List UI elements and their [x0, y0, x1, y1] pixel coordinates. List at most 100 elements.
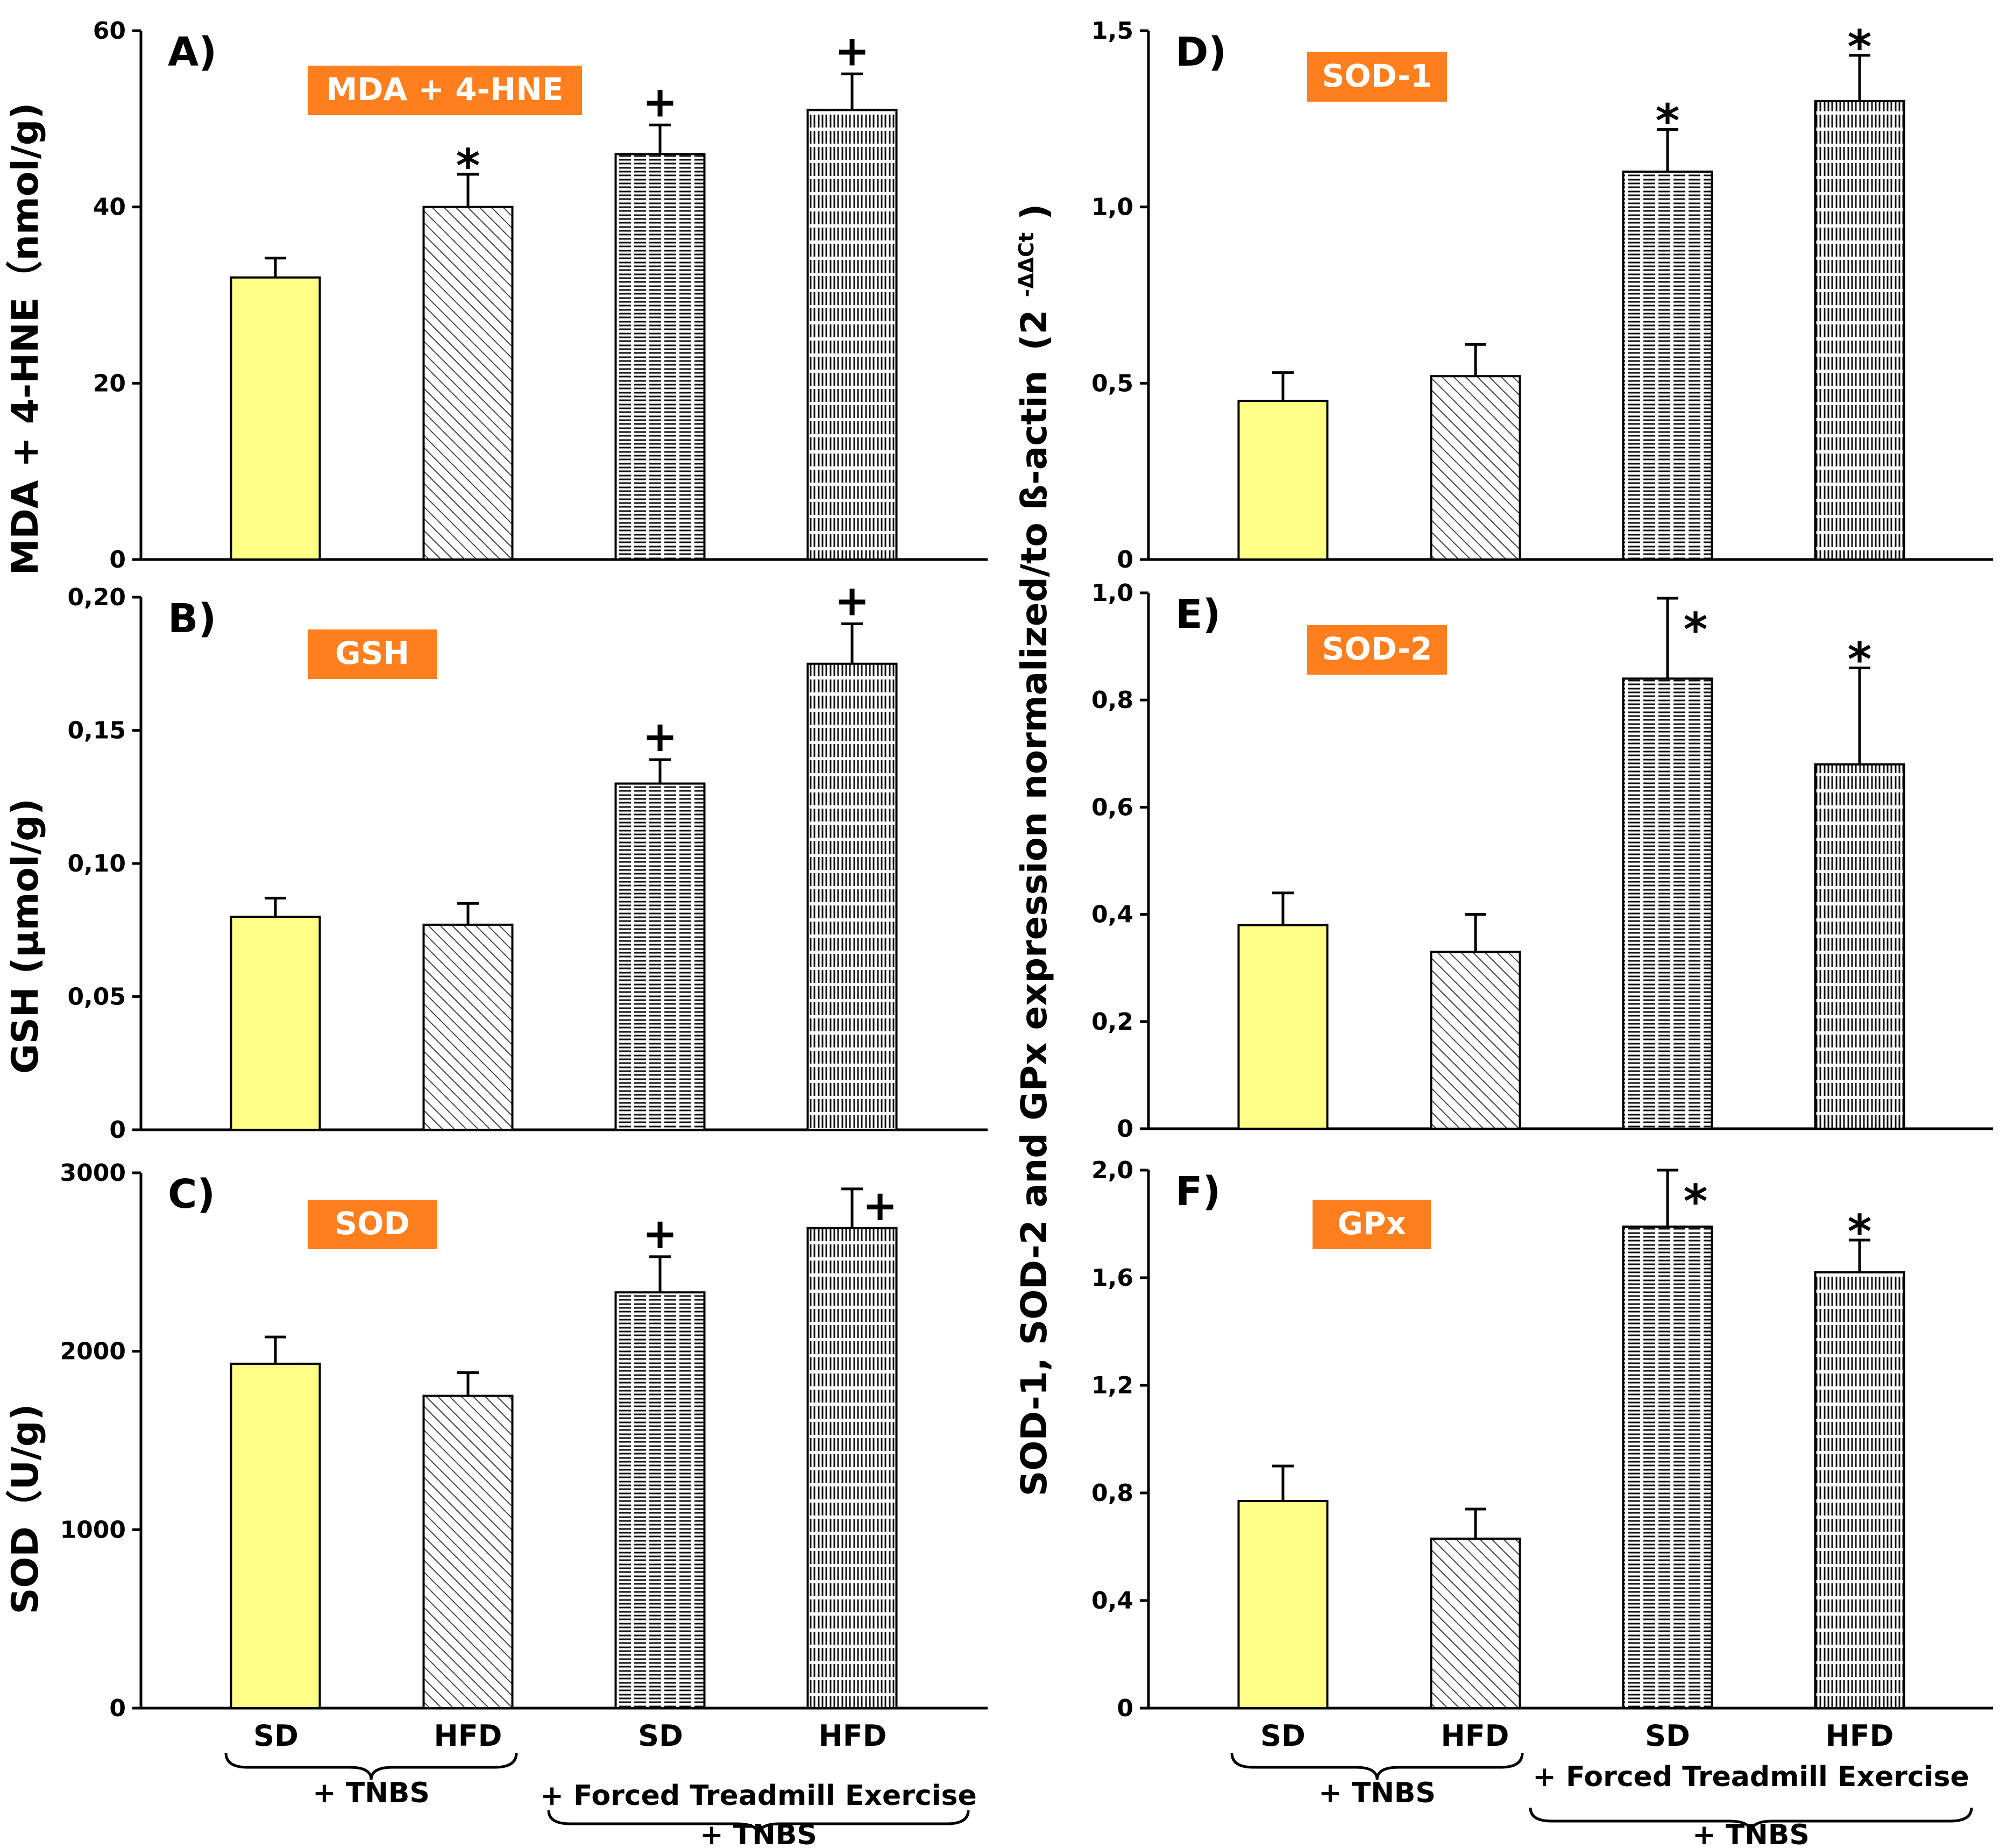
- ylabel-right-open: (2: [1013, 310, 1055, 351]
- y-tick-label: 0,4: [1091, 1587, 1133, 1615]
- panel-label: SOD-2: [1322, 631, 1432, 667]
- plus-mark: +: [642, 1210, 677, 1258]
- panel-label-box: [308, 629, 437, 679]
- panel-label-box: [308, 66, 582, 115]
- x-groups-left: SD HFD SD HFD + TNBS + Forced Treadmill …: [224, 1719, 977, 1848]
- x-groups-right: SD HFD SD HFD + TNBS + Forced Treadmill …: [1230, 1719, 1973, 1848]
- y-tick-label: 0,6: [1091, 794, 1133, 821]
- chart-panels: 0 20 40 60 A) MDA + 4-HNE * + +0 0,05 0,10 0,15 0,20…: [60, 17, 1993, 1722]
- bar-1: [230, 916, 321, 1131]
- y-tick-label: 0: [109, 1695, 126, 1722]
- y-tick-label: 1,2: [1091, 1372, 1133, 1399]
- bar-4: [806, 662, 898, 1131]
- panel-label-box: [1307, 52, 1447, 102]
- x-cat-right-2: HFD: [1441, 1719, 1509, 1753]
- panel-label-box: [1313, 1200, 1431, 1249]
- plus-mark: +: [642, 78, 677, 126]
- group-right-exercise: + Forced Treadmill Exercise: [1533, 1761, 1969, 1793]
- y-tick-label: 20: [93, 370, 126, 397]
- plus-mark: +: [862, 1182, 897, 1230]
- bar-1: [1237, 400, 1329, 561]
- x-cat-right-3: SD: [1645, 1719, 1690, 1753]
- panel-label: GSH: [335, 635, 409, 671]
- y-tick-label: 1000: [60, 1516, 126, 1543]
- bar-3: [614, 153, 706, 561]
- ylabel-right-text: SOD-1, SOD-2 and GPx expression normaliz…: [1013, 371, 1055, 1497]
- bar-4: [806, 109, 898, 561]
- left-ylabels: MDA + 4-HNE（nmol/g) GSH (μmol/g) SOD（U/g…: [4, 103, 47, 1615]
- group-right-tnbs: + TNBS: [1318, 1777, 1436, 1809]
- panel-letter: B): [168, 596, 216, 642]
- panel-letter: A): [168, 29, 217, 75]
- bar-1: [230, 1362, 321, 1709]
- panel-label: MDA + 4-HNE: [327, 71, 564, 108]
- panel-label: SOD: [335, 1205, 409, 1242]
- bar-2: [1430, 375, 1521, 561]
- y-tick-label: 1,0: [1091, 194, 1133, 221]
- asterisk-mark: *: [1848, 633, 1872, 686]
- brace-left-exercise: [547, 1810, 970, 1836]
- group-right-exercise-tnbs: + TNBS: [1692, 1819, 1810, 1848]
- panel-label: GPx: [1337, 1205, 1406, 1242]
- bar-4: [806, 1227, 898, 1709]
- y-tick-label: 0,8: [1091, 686, 1133, 714]
- x-cat-right-1: SD: [1260, 1719, 1306, 1753]
- bar-3: [1622, 677, 1713, 1130]
- panel-label-box: [308, 1200, 437, 1249]
- bar-4: [1814, 763, 1905, 1130]
- ylabel-right: SOD-1, SOD-2 and GPx expression normaliz…: [1001, 204, 1055, 1497]
- asterisk-mark: *: [1684, 603, 1708, 657]
- y-tick-label: 60: [93, 17, 126, 45]
- y-tick-label: 2,0: [1091, 1157, 1133, 1184]
- ylabel-right-close: ): [1013, 204, 1055, 220]
- asterisk-mark: *: [1848, 20, 1872, 74]
- y-tick-label: 0: [1117, 546, 1133, 573]
- y-tick-label: 0,5: [1091, 370, 1133, 397]
- asterisk-mark: *: [1684, 1175, 1708, 1229]
- x-cat-left-2: HFD: [434, 1719, 502, 1753]
- plus-mark: +: [834, 27, 869, 75]
- bar-2: [422, 923, 514, 1131]
- y-tick-label: 0,20: [67, 584, 126, 611]
- y-tick-label: 1,5: [1091, 17, 1133, 45]
- bar-1: [1237, 924, 1329, 1130]
- x-cat-left-3: SD: [638, 1719, 683, 1753]
- x-cat-left-1: SD: [253, 1719, 299, 1753]
- y-tick-label: 0,05: [67, 983, 126, 1011]
- ylabel-B: GSH (μmol/g): [4, 798, 47, 1074]
- bar-3: [1622, 1226, 1713, 1709]
- panel-d: 0 0,5 1,0 1,5 D) SOD-1 * *: [1091, 17, 1993, 573]
- ylabel-C: SOD（U/g): [4, 1404, 47, 1614]
- y-tick-label: 40: [93, 194, 126, 221]
- y-tick-label: 0,10: [67, 850, 126, 877]
- bar-2: [422, 1394, 514, 1709]
- panel-e: 0 0,2 0,4 0,6 0,8 1,0 E) SOD-2 * *: [1091, 579, 1993, 1143]
- bar-2: [1430, 1538, 1521, 1709]
- asterisk-mark: *: [456, 139, 480, 193]
- ylabel-A: MDA + 4-HNE（nmol/g): [4, 103, 47, 576]
- brace-right-exercise: [1529, 1807, 1973, 1833]
- x-cat-right-4: HFD: [1826, 1719, 1894, 1753]
- y-tick-label: 2000: [60, 1338, 126, 1365]
- asterisk-mark: *: [1656, 94, 1680, 148]
- group-left-tnbs: + TNBS: [313, 1777, 430, 1809]
- y-tick-label: 0: [109, 1116, 126, 1144]
- y-tick-label: 0: [109, 546, 126, 573]
- y-tick-label: 1,0: [1091, 579, 1133, 607]
- bar-3: [614, 782, 706, 1131]
- bar-1: [230, 276, 321, 561]
- y-tick-label: 1,6: [1091, 1264, 1133, 1292]
- y-tick-label: 0,15: [67, 717, 126, 745]
- y-tick-label: 0,4: [1091, 901, 1133, 929]
- ylabel-right-sup: -ΔΔCt: [1015, 232, 1038, 298]
- panel-b: 0 0,05 0,10 0,15 0,20 B) GSH + +: [67, 577, 988, 1144]
- panel-f: 0 0,4 0,8 1,2 1,6 2,0 F) GPx * *: [1091, 1157, 1993, 1722]
- y-tick-label: 0,8: [1091, 1479, 1133, 1507]
- y-tick-label: 0: [1117, 1115, 1133, 1143]
- y-tick-label: 3000: [60, 1159, 126, 1187]
- brace-right-tnbs: [1230, 1752, 1524, 1780]
- x-cat-left-4: HFD: [819, 1719, 887, 1753]
- panel-letter: E): [1175, 591, 1221, 638]
- panel-c: 0 1000 2000 3000 C) SOD + +: [60, 1159, 988, 1722]
